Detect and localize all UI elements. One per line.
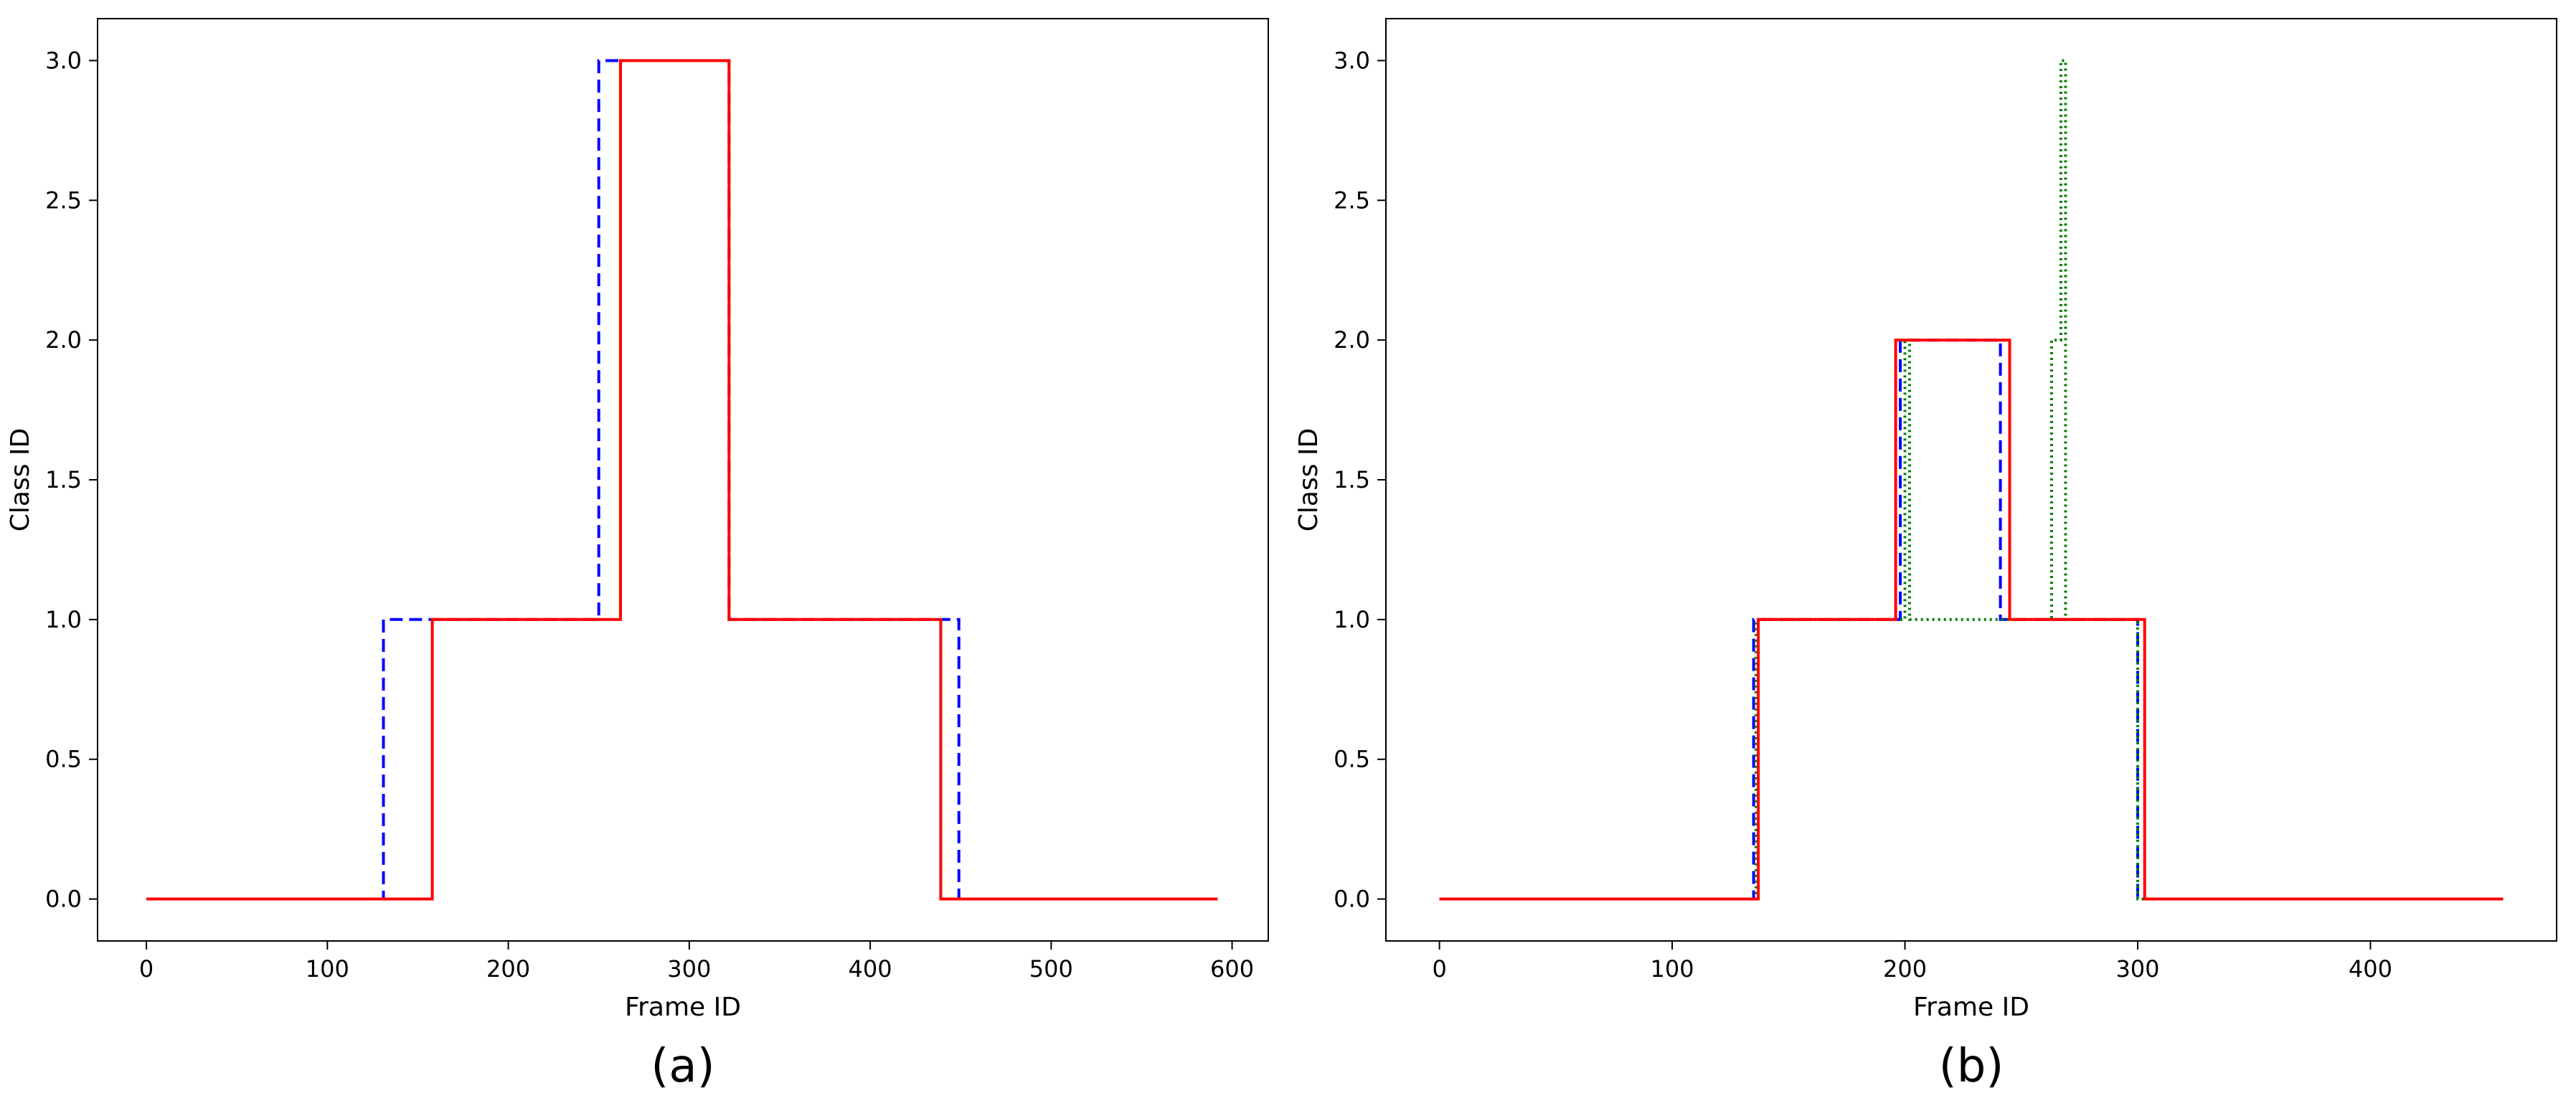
y-tick-label: 0.5: [45, 746, 82, 773]
panel-a: 0 100 200 300 400 500 600 0.0 0.5 1.0 1.5 2.0 2.5 3.0…: [6, 18, 1269, 1093]
series-line-solid: [146, 59, 1218, 901]
panel-b: 0 100 200 300 400 0.0 0.5 1.0 1.5 2.0 2.5 3.0 Frame …: [1294, 18, 2557, 1093]
y-axis-label: Class ID: [6, 428, 35, 532]
plot-frame: [97, 18, 1269, 942]
x-tick-label: 0: [139, 955, 154, 983]
y-axis-label: Class ID: [1294, 428, 1324, 532]
x-tick-label: 300: [667, 955, 711, 983]
series-line-solid: [1439, 339, 2504, 901]
y-tick-label: 1.0: [1334, 606, 1370, 633]
x-tick-label: 300: [2115, 955, 2159, 983]
y-tick-label: 1.0: [45, 606, 82, 633]
x-tick-label: 100: [1651, 955, 1694, 983]
y-tick-label: 0.5: [1334, 746, 1370, 773]
panel-caption: (b): [1939, 1040, 2004, 1093]
y-tick-label: 0.0: [45, 886, 82, 913]
series-line-dotted: [1439, 59, 2504, 901]
y-tick-label: 1.5: [1334, 466, 1370, 493]
y-tick-label: 1.5: [45, 466, 82, 493]
x-tick-label: 500: [1029, 955, 1073, 983]
y-tick-label: 0.0: [1334, 886, 1370, 913]
y-tick-label: 2.5: [1334, 186, 1370, 214]
series-line-dashed: [146, 59, 1218, 901]
plot-frame: [1385, 18, 2557, 942]
x-tick-label: 200: [1883, 955, 1927, 983]
x-tick-label: 600: [1210, 955, 1254, 983]
x-tick-label: 200: [486, 955, 530, 983]
x-tick-label: 400: [849, 955, 892, 983]
y-tick-label: 3.0: [45, 47, 82, 74]
x-tick-label: 100: [306, 955, 349, 983]
y-tick-label: 2.0: [1334, 326, 1370, 354]
y-tick-label: 3.0: [1334, 47, 1370, 74]
y-tick-label: 2.5: [45, 186, 82, 214]
panel-caption: (a): [651, 1040, 714, 1093]
series-line-dashed: [1439, 339, 2504, 901]
x-tick-label: 0: [1432, 955, 1446, 983]
x-axis-label: Frame ID: [625, 993, 741, 1022]
y-tick-label: 2.0: [45, 326, 82, 354]
x-axis-label: Frame ID: [1913, 993, 2029, 1022]
x-tick-label: 400: [2349, 955, 2392, 983]
